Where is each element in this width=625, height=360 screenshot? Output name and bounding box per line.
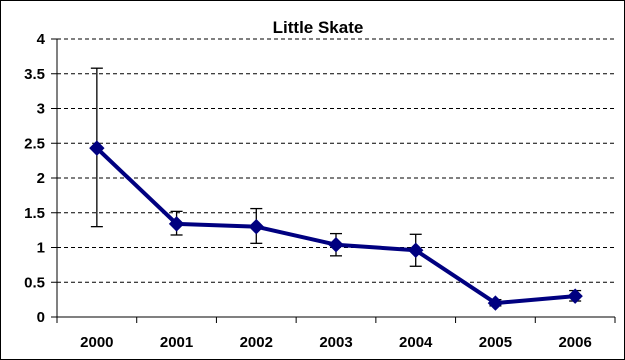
data-point-2005 bbox=[487, 295, 504, 311]
x-tick-label-2003: 2003 bbox=[319, 334, 352, 351]
y-tick-labels: 0 0.5 1 1.5 2 2.5 3 3.5 4 bbox=[24, 31, 46, 326]
series-line bbox=[95, 146, 576, 306]
error-bars bbox=[90, 67, 582, 307]
data-point-2000 bbox=[89, 140, 105, 156]
x-tick-label-2005: 2005 bbox=[479, 334, 512, 351]
y-tick-label-0.5: 0.5 bbox=[24, 274, 45, 291]
y-tick-label-1.5: 1.5 bbox=[24, 205, 45, 222]
chart-title: Little Skate bbox=[273, 18, 364, 37]
x-tick-label-2001: 2001 bbox=[160, 334, 193, 351]
series bbox=[89, 140, 583, 311]
y-tick-label-1: 1 bbox=[37, 240, 45, 257]
x-tick-labels: 2000 2001 2002 2003 2004 2005 2006 bbox=[80, 334, 592, 351]
x-tick-label-2000: 2000 bbox=[80, 334, 113, 351]
y-tick-label-4: 4 bbox=[37, 31, 46, 48]
y-tick-label-3.5: 3.5 bbox=[24, 66, 45, 83]
gridlines bbox=[57, 38, 615, 283]
y-tick-label-2.5: 2.5 bbox=[24, 135, 45, 152]
data-point-2003 bbox=[328, 237, 344, 253]
y-tick-label-0: 0 bbox=[37, 309, 45, 326]
data-point-2002 bbox=[248, 218, 264, 235]
x-tick-label-2004: 2004 bbox=[399, 334, 433, 351]
x-tick-label-2006: 2006 bbox=[558, 334, 591, 351]
x-tick-label-2002: 2002 bbox=[240, 334, 273, 351]
axes bbox=[51, 38, 616, 323]
data-point-2004 bbox=[408, 242, 424, 258]
y-tick-label-2: 2 bbox=[37, 170, 45, 187]
y-tick-label-3: 3 bbox=[37, 101, 45, 118]
data-point-2006 bbox=[567, 288, 583, 304]
data-point-2001 bbox=[168, 216, 185, 232]
